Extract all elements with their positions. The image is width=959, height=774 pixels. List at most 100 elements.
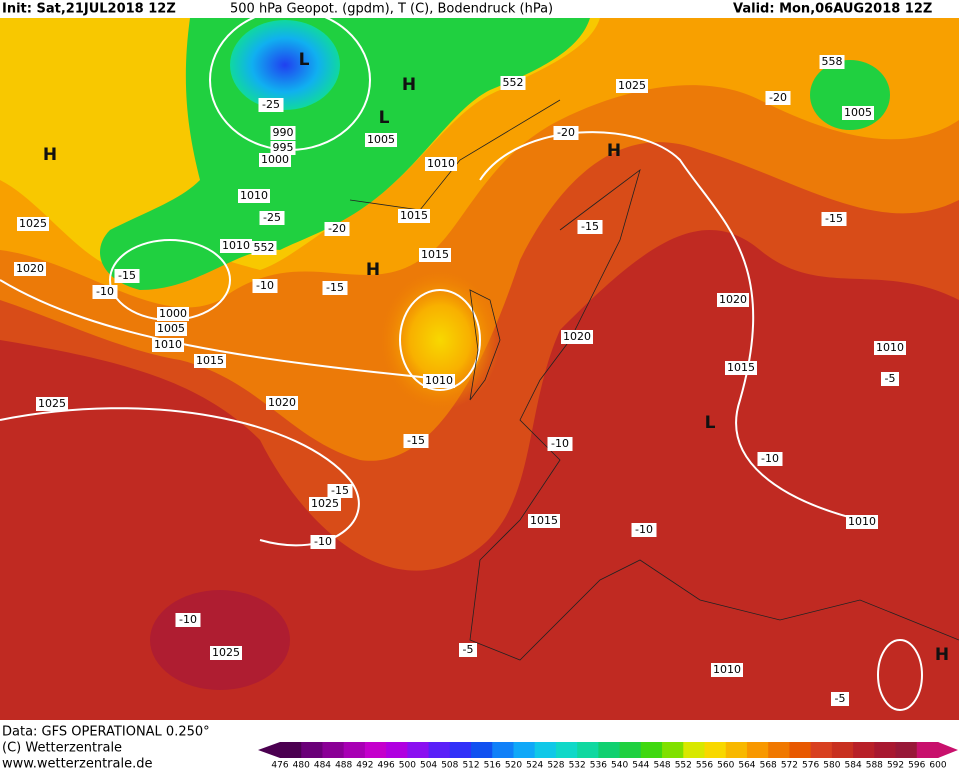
map-labels: 1025 -20 558 1005 -20 H -15 -15 1020 1020 1015 1010… (14, 50, 949, 706)
label-box (500, 76, 526, 90)
pressure-center: H (607, 141, 621, 161)
colorbar-tick-label: 588 (866, 761, 883, 771)
website: www.wetterzentrale.de (2, 757, 152, 771)
colorbar-tick-label: 556 (696, 761, 713, 771)
colorbar-segment (746, 742, 769, 758)
contour-label: 1025 (212, 646, 240, 659)
contour-label: 552 (254, 241, 275, 254)
label-box (270, 141, 296, 155)
label-box (757, 452, 783, 466)
label-box (309, 497, 341, 511)
label-box (14, 262, 46, 276)
contour-label: 1020 (719, 293, 747, 306)
label-box (423, 374, 455, 388)
contour-label: -20 (769, 91, 787, 104)
contour-label: 1015 (196, 354, 224, 367)
label-box (821, 212, 847, 226)
colorbar-tick-label: 544 (632, 761, 649, 771)
label-box (175, 613, 201, 627)
contour-label: -10 (551, 437, 569, 450)
label-box (92, 285, 118, 299)
contour-label: -15 (118, 269, 136, 282)
colorbar-segment (280, 742, 302, 758)
colorbar-tick-label: 528 (547, 761, 564, 771)
copyright: (C) Wetterzentrale (2, 741, 122, 756)
label-box (155, 322, 187, 336)
contour-label: 1005 (844, 106, 872, 119)
colorbar-tick-label: 508 (441, 761, 458, 771)
contour-label: 1010 (222, 239, 250, 252)
label-box (238, 189, 270, 203)
colorbar-segment (407, 742, 430, 758)
contour-label: -25 (263, 211, 281, 224)
contour-label: -5 (885, 372, 896, 385)
label-box (157, 307, 189, 321)
contour-label: 1020 (563, 330, 591, 343)
colorbar-tick-label: 548 (653, 761, 670, 771)
contour-label: 990 (273, 126, 294, 139)
contour-label: 1015 (727, 361, 755, 374)
label-box (874, 341, 906, 355)
contour-label: -15 (326, 281, 344, 294)
pressure-center: H (43, 145, 57, 165)
colorbar-segment (343, 742, 366, 758)
coastlines (349, 99, 959, 661)
label-box (114, 269, 140, 283)
contour-label: 1010 (154, 338, 182, 351)
colorbar-tick-label: 568 (760, 761, 777, 771)
contour-label: -15 (407, 434, 425, 447)
contour-label: 1010 (848, 515, 876, 528)
label-box (220, 239, 252, 253)
contour-label: 1020 (268, 396, 296, 409)
contour-label: 1010 (876, 341, 904, 354)
colorbar-segment (831, 742, 854, 758)
colorbar-segment (895, 742, 918, 758)
map-title: 500 hPa Geopot. (gpdm), T (C), Bodendruc… (230, 2, 553, 17)
colorbar-segment (662, 742, 684, 758)
contour-label: 1025 (311, 497, 339, 510)
colorbar-tick-label: 560 (717, 761, 734, 771)
colorbar-segment (577, 742, 599, 758)
pressure-center: H (402, 75, 416, 95)
colorbar-tick-label: 600 (929, 761, 946, 771)
label-box (252, 279, 278, 293)
label-box (194, 354, 226, 368)
label-box (425, 157, 457, 171)
label-box (324, 222, 350, 236)
colorbar-tick-label: 596 (908, 761, 925, 771)
colorbar-segment (789, 742, 812, 758)
colorbar-segment (513, 742, 536, 758)
contour-label: -5 (463, 643, 474, 656)
contour-label: 1005 (367, 133, 395, 146)
contour-label: -10 (96, 285, 114, 298)
label-box (259, 153, 291, 167)
label-box (322, 281, 348, 295)
colorbar-segment (471, 742, 493, 758)
colorbar-end (258, 742, 280, 758)
contour-label: -15 (331, 484, 349, 497)
colorbar-end (938, 742, 958, 758)
label-box (631, 523, 657, 537)
contour-label: 1025 (618, 79, 646, 92)
label-box (819, 55, 845, 69)
colorbar-segment (534, 742, 557, 758)
contour-label: 1015 (421, 248, 449, 261)
label-box (310, 535, 336, 549)
colorbar-segment (916, 742, 939, 758)
label-box (459, 643, 477, 657)
data-source: Data: GFS OPERATIONAL 0.250° (2, 725, 210, 740)
pressure-center: L (299, 50, 310, 70)
colorbar-tick-label: 576 (802, 761, 819, 771)
contour-label: -20 (328, 222, 346, 235)
label-box (365, 133, 397, 147)
label-box (616, 79, 648, 93)
map (0, 18, 959, 720)
colorbar-tick-label: 480 (293, 761, 310, 771)
pressure-center: H (366, 260, 380, 280)
contour-label: 1005 (157, 322, 185, 335)
contour-label: 552 (503, 76, 524, 89)
colorbar-tick-label: 584 (845, 761, 862, 771)
colorbar-tick-label: 540 (611, 761, 628, 771)
colorbar-tick-label: 488 (335, 761, 352, 771)
